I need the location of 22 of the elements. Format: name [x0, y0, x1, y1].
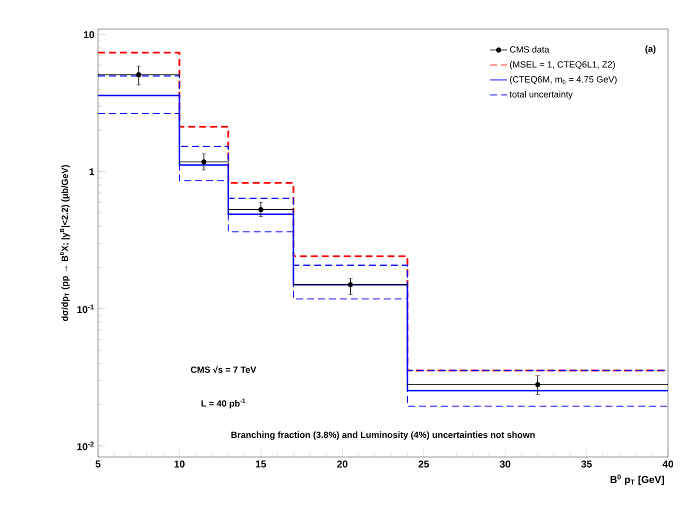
x-tick-label: 35: [581, 460, 592, 468]
x-tick-label: 15: [256, 460, 266, 468]
x-tick-label: 40: [662, 460, 674, 468]
annotation: L = 40 pb$^{-1}$: [202, 398, 246, 408]
x-tick-label: 25: [418, 460, 429, 468]
legend-label: total uncertainty: [510, 90, 573, 100]
x-tick-label: 5: [96, 460, 100, 468]
y-tick-label: 10$^{-2}$: [77, 442, 94, 450]
y-tick-label: 1: [90, 168, 94, 176]
legend-label: CMS data: [510, 46, 550, 53]
y-tick-label: 10: [84, 31, 94, 38]
y-tick-label: 10$^{-1}$: [77, 304, 94, 314]
annotation: CMS √s = 7 TeV: [190, 366, 256, 373]
x-axis-title: B$^{0}$ p$_{T}$ [GeV]: [610, 474, 664, 486]
x-tick-label: 20: [337, 460, 348, 468]
y-axis-title: dσ/dp$_{T}$ (pp → B$^{0}$X; |y$^{B}$|<2.2) (μb/GeV): [60, 165, 70, 321]
legend-label: (CTEQ6M, m$_{b}$ = 4.75 GeV): [510, 76, 617, 84]
x-tick-label: 10: [174, 460, 185, 468]
annotation: (a): [645, 45, 656, 54]
x-tick-label: 30: [500, 460, 510, 468]
legend-label: (MSEL = 1, CTEQ6L1, Z2): [510, 60, 615, 70]
annotation: Branching fraction (3.8%) and Luminosity (4%) uncertainties not shown: [231, 431, 535, 440]
